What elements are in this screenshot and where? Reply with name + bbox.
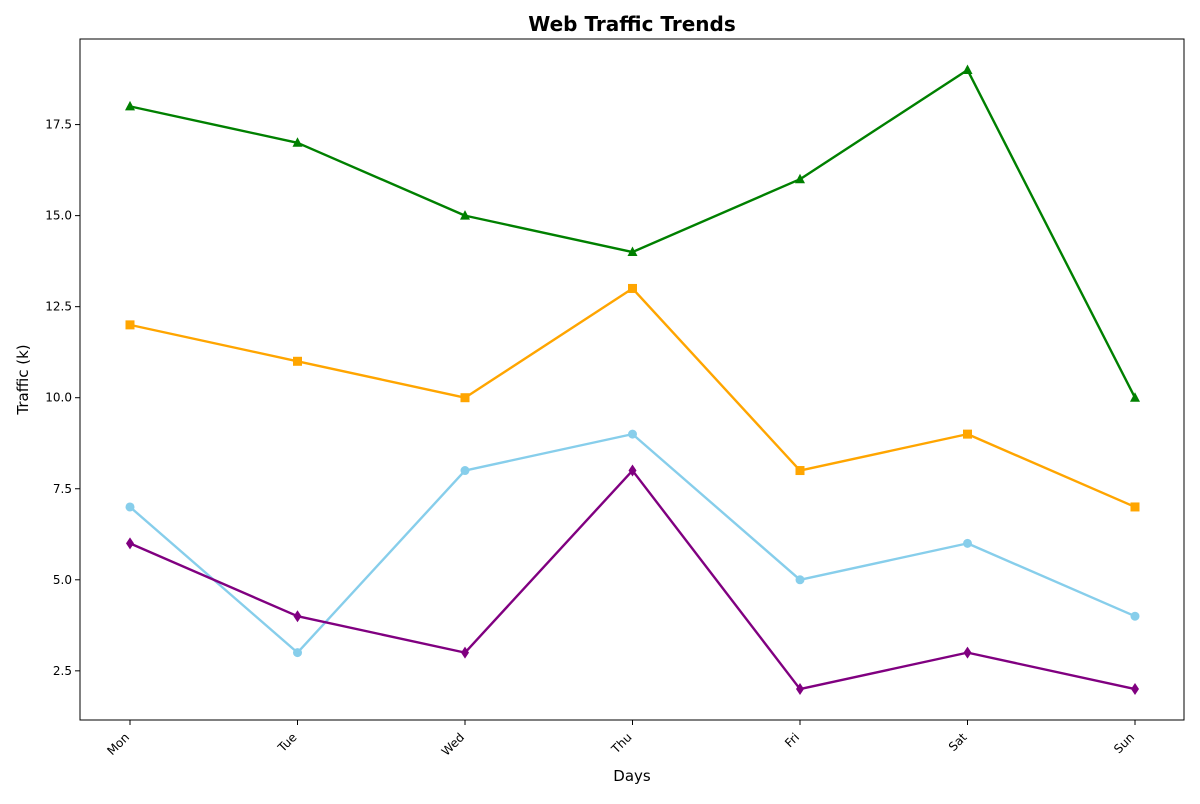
data-point: [1130, 392, 1140, 402]
series-1: [125, 64, 1140, 402]
data-point: [125, 320, 135, 330]
data-point: [125, 100, 135, 111]
x-tick-label: Mon: [104, 730, 132, 758]
data-point: [795, 173, 805, 184]
data-point: [628, 283, 637, 293]
y-axis-label: Traffic (k): [14, 344, 32, 415]
data-point: [293, 356, 302, 366]
data-point: [1131, 683, 1139, 696]
y-tick-label: 7.5: [53, 482, 72, 496]
x-axis-ticks: Mon Tue Wed Thu Fri Sat Sun: [104, 720, 1137, 759]
data-point: [293, 610, 302, 623]
data-point: [796, 683, 804, 696]
y-tick-label: 15.0: [45, 209, 72, 223]
data-point: [460, 210, 470, 220]
data-point: [962, 64, 973, 74]
data-point: [795, 575, 805, 585]
data-point: [627, 246, 638, 257]
series-layer: [125, 64, 1140, 696]
data-point: [963, 646, 972, 659]
series-line: [128, 68, 1137, 399]
data-point: [963, 538, 972, 548]
x-tick-label: Sat: [946, 730, 970, 754]
data-point: [795, 466, 805, 476]
series-3: [125, 429, 1140, 658]
data-point: [125, 502, 135, 512]
data-point: [461, 646, 469, 659]
series-4: [126, 464, 1139, 696]
data-point: [460, 393, 470, 403]
series-2: [125, 283, 1140, 512]
data-point: [1130, 611, 1140, 621]
x-tick-label: Thu: [608, 730, 635, 757]
x-axis-label: Days: [613, 767, 651, 785]
x-tick-label: Fri: [782, 730, 802, 750]
y-tick-label: 10.0: [45, 391, 72, 405]
data-point: [628, 429, 637, 439]
y-axis-ticks: 2.5 5.0 7.5 10.0 12.5 15.0 17.5: [45, 118, 80, 678]
plot-frame: [79, 38, 1185, 721]
y-tick-label: 5.0: [53, 573, 72, 587]
y-tick-label: 17.5: [45, 118, 72, 132]
data-point: [292, 137, 303, 147]
x-tick-label: Wed: [439, 730, 467, 758]
series-line: [128, 469, 1137, 691]
data-point: [628, 464, 637, 477]
chart-title: Web Traffic Trends: [528, 12, 735, 36]
data-point: [126, 537, 134, 550]
data-point: [460, 466, 470, 476]
data-point: [963, 429, 972, 439]
y-tick-label: 12.5: [45, 300, 72, 314]
x-tick-label: Sun: [1111, 730, 1137, 756]
y-tick-label: 2.5: [53, 664, 72, 678]
x-tick-label: Tue: [275, 730, 300, 755]
data-point: [293, 648, 302, 658]
data-point: [1130, 502, 1140, 512]
